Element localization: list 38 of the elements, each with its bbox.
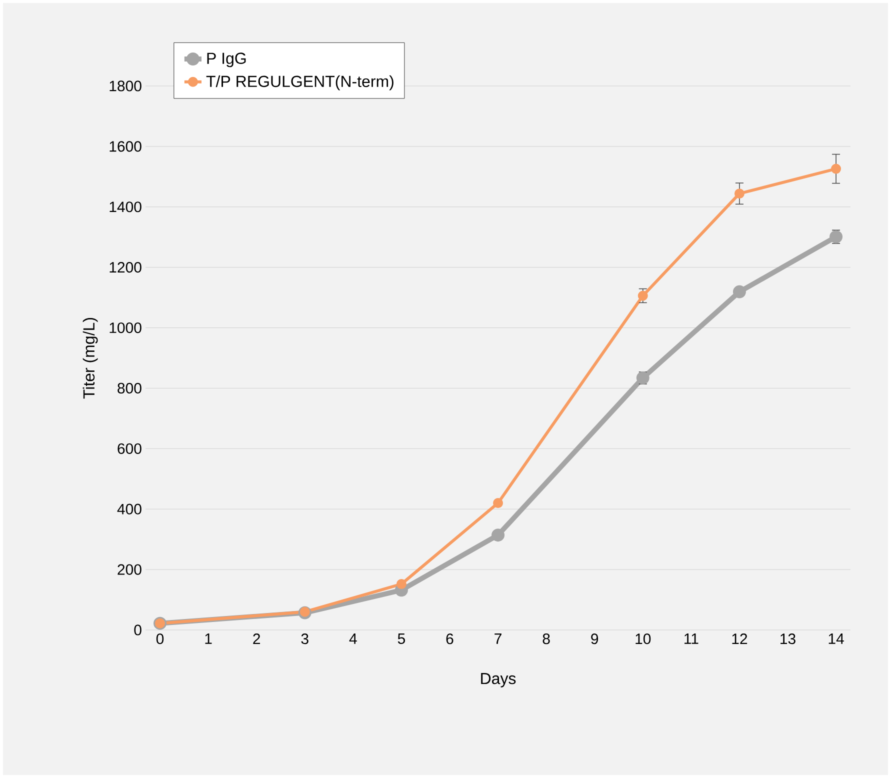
point: [734, 188, 744, 199]
y-tick-label: 200: [118, 564, 142, 575]
x-tick-label: 0: [156, 634, 164, 644]
legend-label: T/P REGULGENT(N-term): [206, 75, 394, 90]
y-tick-label: 0: [134, 624, 142, 636]
x-axis-title: Days: [481, 673, 516, 688]
point: [732, 285, 746, 298]
point: [830, 230, 843, 244]
x-tick-label: 12: [732, 634, 748, 644]
legend-label: P IgG: [207, 52, 246, 68]
y-tick-label: 400: [117, 504, 142, 514]
x-tick-label: 3: [301, 634, 308, 644]
x-tick-label: 1: [205, 634, 212, 644]
y-tick-label: 1200: [110, 262, 142, 273]
x-tick-label: 10: [636, 634, 651, 644]
y-axis-title: Titer (mg/L): [82, 318, 98, 399]
x-tick-label: 11: [684, 634, 698, 644]
x-tick-label: 4: [349, 634, 357, 644]
point: [300, 606, 310, 617]
point: [492, 528, 505, 542]
x-tick-label: 5: [398, 634, 405, 644]
x-tick-label: 13: [780, 634, 796, 644]
y-tick-label: 800: [118, 382, 142, 394]
x-tick-label: 8: [542, 634, 550, 644]
y-tick-label: 1800: [110, 80, 142, 92]
point: [831, 164, 842, 174]
y-tick-label: 1600: [110, 141, 142, 152]
point: [493, 498, 504, 508]
point: [396, 579, 406, 590]
y-tick-label: 1400: [110, 202, 142, 212]
point: [638, 290, 648, 301]
x-tick-label: 7: [494, 634, 502, 644]
x-tick-label: 6: [446, 634, 454, 644]
x-tick-label: 14: [828, 634, 844, 644]
y-tick-label: 1000: [110, 322, 142, 334]
x-tick-label: 9: [591, 634, 598, 644]
x-tick-label: 2: [253, 634, 260, 644]
y-tick-label: 600: [118, 443, 142, 454]
